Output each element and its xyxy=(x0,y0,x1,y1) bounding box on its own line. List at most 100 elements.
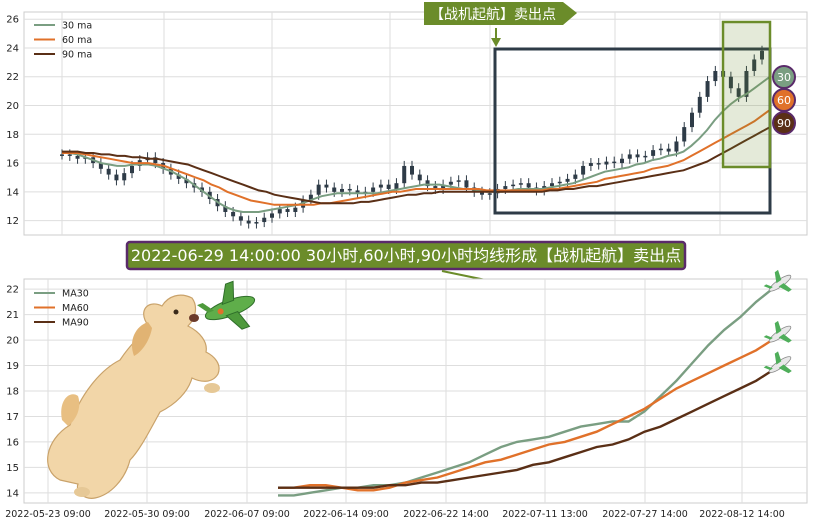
candle-body xyxy=(231,211,236,217)
candle-body xyxy=(394,183,399,189)
candle-body xyxy=(526,183,531,188)
candle-body xyxy=(448,181,453,185)
candle-body xyxy=(441,184,446,189)
candle-body xyxy=(518,183,523,185)
candle-body xyxy=(550,183,554,187)
candle-body xyxy=(736,88,741,97)
candle-body xyxy=(511,184,516,187)
candle-body xyxy=(262,217,267,223)
candle-body xyxy=(417,174,422,181)
candle-body xyxy=(340,188,344,192)
candle-body xyxy=(386,184,391,189)
candle-body xyxy=(760,50,764,60)
candle-body xyxy=(378,184,383,188)
dog-ear xyxy=(131,322,152,356)
candle-body xyxy=(635,154,640,158)
bottom-y-tick-label: 22 xyxy=(6,285,19,296)
dog-back-paw xyxy=(74,487,90,497)
candle-body xyxy=(402,165,407,184)
bottom-ma-lines xyxy=(278,288,773,497)
signal-highlight-box xyxy=(721,20,772,169)
dog-tail xyxy=(61,394,80,426)
bottom-legend: MA30 MA60 MA90 xyxy=(34,289,89,329)
candle-body xyxy=(371,187,376,192)
top-y-tick-label: 18 xyxy=(6,130,19,141)
candle-body xyxy=(130,165,134,174)
candle-body xyxy=(433,186,438,189)
bottom-y-tick-label: 16 xyxy=(6,437,19,448)
candle-body xyxy=(666,148,671,152)
candle-body xyxy=(277,209,282,214)
candle-body xyxy=(612,161,617,164)
candle-body xyxy=(596,163,601,165)
annotation-box xyxy=(125,240,687,271)
signal-arrow-head xyxy=(491,38,501,47)
bottom-legend-label: MA60 xyxy=(62,303,89,314)
candle-body xyxy=(347,188,352,191)
candle-body xyxy=(98,163,103,169)
badge-90-label: 90 xyxy=(777,117,791,130)
candle-body xyxy=(573,174,578,179)
top-legend: 30 ma 60 ma 90 ma xyxy=(34,21,92,61)
candle-body xyxy=(487,193,492,195)
candle-body xyxy=(682,127,687,142)
candle-body xyxy=(565,178,570,182)
top-y-tick-label: 24 xyxy=(6,43,19,54)
candle-body xyxy=(581,165,586,175)
annotation-text: 2022-06-29 14:00:00 30小时,60小时,90小时均线形成【战… xyxy=(131,246,681,265)
bottom-y-tick-label: 19 xyxy=(6,361,19,372)
candle-body xyxy=(697,96,702,113)
candle-body xyxy=(106,168,111,175)
candle-body xyxy=(270,213,274,218)
candle-body xyxy=(75,155,80,159)
bottom-y-tick-label: 14 xyxy=(6,488,19,499)
dog-eye xyxy=(173,309,179,315)
candle-body xyxy=(355,190,360,194)
bottom-y-tick-label: 20 xyxy=(6,336,19,347)
signal-flag-shape xyxy=(424,2,577,25)
candle-body xyxy=(285,209,290,212)
top-y-tick-label: 12 xyxy=(6,216,19,227)
bottom-x-tick-labels: 2022-05-23 09:00 2022-05-30 09:00 2022-06-… xyxy=(5,509,785,520)
bottom-series-MA90 xyxy=(278,369,773,489)
candle-body xyxy=(643,155,648,158)
bottom-y-tick-labels: 14 15 16 17 18 19 20 21 22 xyxy=(6,285,19,500)
candle-body xyxy=(588,163,593,166)
dog-illustration xyxy=(47,294,220,499)
bottom-y-tick-label: 21 xyxy=(6,310,19,321)
badge-30-label: 30 xyxy=(777,71,791,84)
candle-body xyxy=(503,186,508,189)
top-series-90-ma xyxy=(62,126,771,205)
plane-icon xyxy=(763,269,792,292)
signal-label: 【战机起航】卖出点 xyxy=(430,7,556,23)
candle-body xyxy=(246,220,251,224)
bottom-legend-label: MA30 xyxy=(62,289,89,300)
dog-front-paw xyxy=(204,383,220,393)
candle-body xyxy=(67,154,72,156)
candle-body xyxy=(308,194,313,201)
candle-body xyxy=(223,206,228,212)
top-series-60-ma xyxy=(62,108,771,206)
bottom-x-tick-label: 2022-05-30 09:00 xyxy=(104,509,190,520)
toy-plane-icon xyxy=(197,280,256,330)
candle-body xyxy=(464,180,469,188)
bottom-x-tick-label: 2022-06-07 09:00 xyxy=(204,509,290,520)
top-y-tick-label: 20 xyxy=(6,101,19,112)
candle-body xyxy=(114,174,119,181)
signal-down-arrow xyxy=(491,28,501,47)
candle-body xyxy=(176,174,181,179)
bottom-legend-label: MA90 xyxy=(62,318,89,329)
candle-body xyxy=(752,59,757,71)
candle-body xyxy=(332,187,337,192)
candle-body xyxy=(728,76,733,89)
badge-60-label: 60 xyxy=(777,94,791,107)
plane-icon xyxy=(763,351,792,374)
candle-body xyxy=(690,112,694,128)
signal-label-flag: 【战机起航】卖出点 xyxy=(424,2,577,25)
candle-body xyxy=(293,207,298,212)
candle-body xyxy=(316,184,321,195)
candle-body xyxy=(184,178,189,184)
top-y-tick-label: 14 xyxy=(6,187,19,198)
candle-body xyxy=(713,70,718,82)
bottom-x-tick-label: 2022-05-23 09:00 xyxy=(5,509,91,520)
